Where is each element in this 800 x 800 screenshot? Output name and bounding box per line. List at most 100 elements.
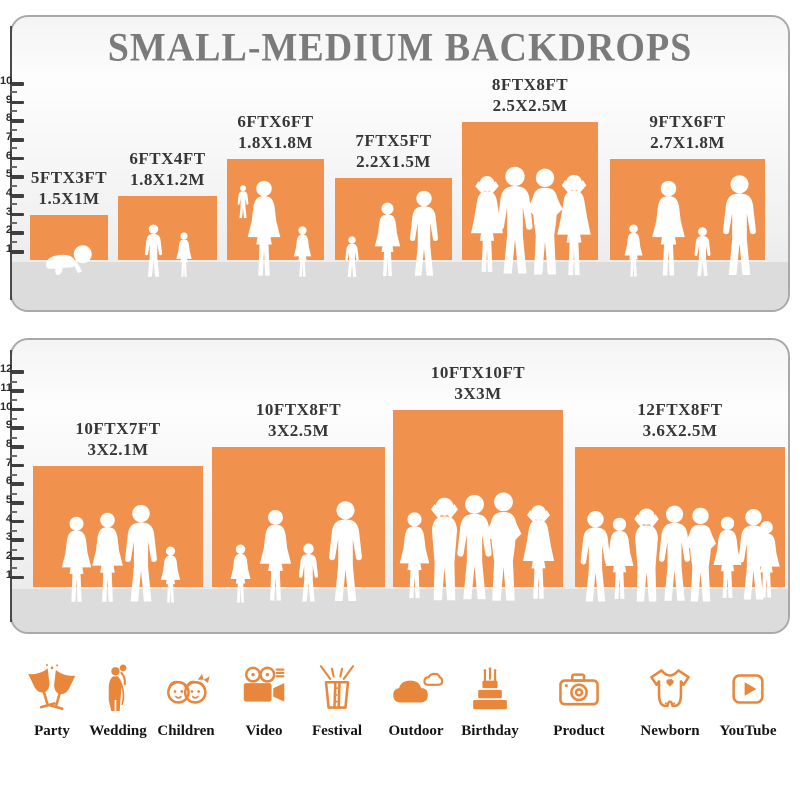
category-outdoor: Outdoor [374, 662, 458, 740]
ruler-tick [11, 82, 24, 86]
people-silhouettes [45, 245, 92, 276]
category-label: Party [34, 723, 70, 739]
ruler-minor-tick [11, 91, 17, 94]
ruler-minor-tick [11, 184, 17, 187]
size-ft: 10FTX7FT [75, 419, 161, 438]
ruler-tick [11, 556, 24, 561]
ruler-tick [11, 463, 24, 468]
ruler-minor-tick [11, 567, 17, 570]
size-m: 1.8X1.8M [238, 133, 313, 152]
youtube-icon [732, 674, 764, 704]
bar-label: 10FTX10FT 3X3M [363, 362, 593, 404]
ruler-tick [11, 119, 24, 123]
bar-label: 6FTX4FT 1.8X1.2M [88, 148, 247, 190]
ruler-minor-tick [11, 203, 17, 206]
category-children: Children [144, 662, 228, 740]
size-ft: 6FTX4FT [129, 149, 206, 168]
bar-6ftx4ft [118, 196, 217, 260]
size-ft: 5FTX3FT [30, 168, 108, 187]
ruler-tick [11, 194, 24, 198]
wedding-icon [108, 664, 127, 711]
ruler-tick [11, 426, 24, 430]
ruler-number: 8 [5, 438, 12, 450]
ruler-tick [11, 519, 24, 524]
ruler-number: 1 [5, 243, 12, 255]
ruler-number: 10 [0, 400, 13, 413]
ruler-number: 2 [5, 224, 12, 237]
ruler-number: 6 [5, 475, 12, 488]
ruler-tick [11, 445, 24, 449]
ruler-tick [11, 575, 24, 580]
category-label: Newborn [640, 723, 700, 739]
bar-label: 9FTX6FT 2.7X1.8M [580, 111, 795, 153]
size-m: 2.7X1.8M [650, 133, 725, 152]
bar-label: 8FTX8FT 2.5X2.5M [432, 74, 628, 116]
category-label: Festival [312, 723, 362, 739]
people-silhouettes [580, 505, 780, 602]
ruler-tick [11, 231, 24, 235]
ruler-minor-tick [11, 455, 17, 458]
ruler-minor-tick [11, 128, 17, 131]
people-silhouettes [345, 190, 438, 277]
size-m: 3X2.5M [267, 421, 330, 440]
ruler-number: 5 [5, 168, 12, 181]
size-m: 3X3M [454, 384, 502, 403]
ruler-minor-tick [11, 418, 17, 420]
ruler-number: 8 [5, 112, 12, 125]
size-ft: 10FTX8FT [255, 400, 342, 419]
category-festival: Festival [295, 662, 379, 740]
category-label: YouTube [719, 723, 777, 739]
festival-icon [319, 665, 355, 709]
ruler-number: 7 [5, 131, 12, 143]
bar-label: 10FTX8FT 3X2.5M [182, 399, 415, 441]
size-m: 3X2.1M [87, 440, 149, 459]
ruler-minor-tick [11, 511, 17, 514]
birthday-icon [473, 667, 507, 710]
ruler-minor-tick [11, 548, 17, 551]
bar-label: 6FTX6FT 1.8X1.8M [197, 111, 354, 153]
size-ft: 7FTX5FT [355, 131, 432, 150]
ruler-number: 6 [5, 149, 12, 162]
category-label: Outdoor [388, 723, 444, 739]
outdoor-icon [393, 672, 443, 703]
ruler-minor-tick [11, 240, 17, 243]
size-ft: 6FTX6FT [237, 112, 314, 131]
ruler-number: 4 [5, 512, 12, 525]
ruler-number: 12 [0, 363, 13, 376]
ruler-minor-tick [11, 436, 17, 439]
category-label: Product [553, 723, 605, 739]
ruler-minor-tick [11, 110, 17, 112]
page-title: SMALL-MEDIUM BACKDROPS [107, 25, 693, 71]
size-m: 1.5X1M [38, 189, 100, 208]
size-m: 2.5X2.5M [492, 96, 568, 115]
people-silhouettes [399, 492, 555, 601]
ruler-tick [11, 212, 24, 217]
ruler-number: 7 [5, 456, 12, 469]
video-icon [243, 666, 285, 702]
bar-label: 12FTX8FT 3.6X2.5M [545, 399, 800, 441]
ruler-minor-tick [11, 530, 17, 532]
size-ft: 12FTX8FT [637, 400, 723, 419]
ruler-tick [11, 250, 24, 254]
ruler-number: 9 [5, 93, 12, 106]
ruler-number: 2 [5, 549, 12, 562]
size-m: 2.2X1.5M [356, 152, 431, 171]
people-silhouettes [144, 224, 192, 277]
ruler-tick [11, 370, 24, 374]
floor-strip [12, 262, 788, 310]
ruler-number: 9 [5, 419, 12, 432]
ruler-number: 3 [5, 205, 12, 218]
people-silhouettes [230, 501, 362, 603]
people-silhouettes [624, 175, 756, 277]
bar-5ftx3ft [30, 215, 108, 260]
category-video: Video [222, 662, 306, 740]
people-silhouettes [237, 180, 312, 277]
ruler-tick [11, 138, 24, 142]
newborn-icon [650, 669, 690, 708]
ruler-minor-tick [11, 380, 17, 383]
category-party: Party [10, 662, 94, 740]
party-icon [28, 663, 76, 711]
ruler-minor-tick [11, 222, 17, 224]
ruler-number: 3 [5, 531, 12, 544]
